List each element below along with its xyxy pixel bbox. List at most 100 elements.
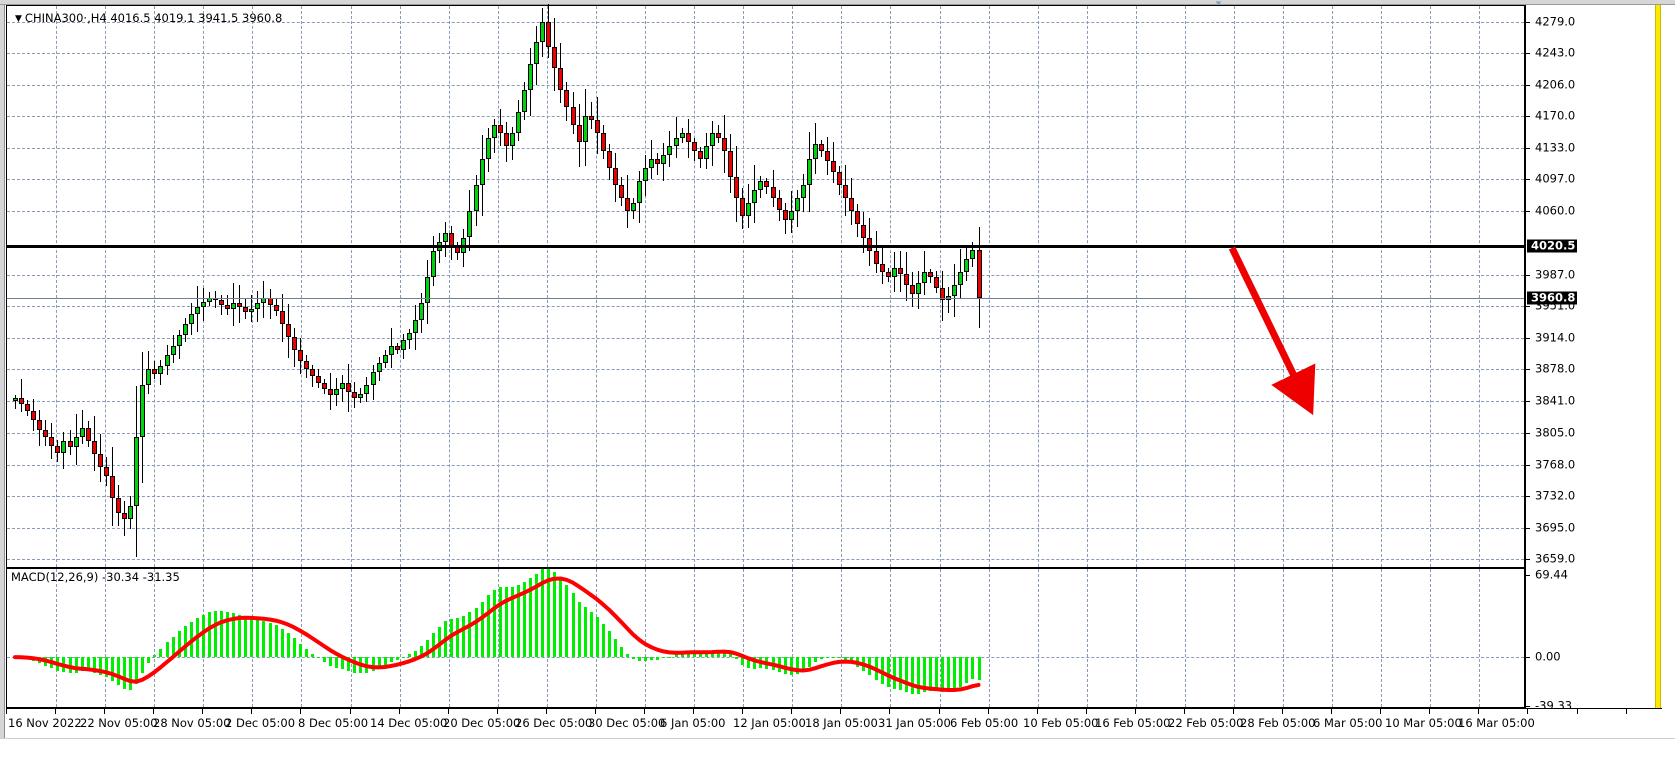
candle-bullish bbox=[480, 159, 485, 186]
price-tick-label: 3987.0 bbox=[1535, 267, 1576, 282]
macd-histogram-bar bbox=[584, 606, 587, 658]
time-tick bbox=[300, 709, 301, 714]
time-tick bbox=[889, 709, 890, 714]
candle-bearish bbox=[728, 150, 733, 177]
candle-bullish bbox=[643, 168, 648, 182]
time-tick bbox=[1626, 709, 1627, 714]
price-tick-label: 3841.0 bbox=[1535, 393, 1576, 408]
macd-histogram-bar bbox=[87, 657, 90, 672]
candle-bearish bbox=[152, 369, 157, 375]
scale-tick bbox=[1526, 369, 1530, 371]
time-axis[interactable]: 16 Nov 2022 22 Nov 05:00 28 Nov 05:00 2 Dec… bbox=[6, 708, 1662, 738]
scale-tick bbox=[1526, 274, 1530, 276]
candle-bearish bbox=[280, 311, 285, 325]
macd-histogram-bar bbox=[802, 657, 805, 672]
gridline-vertical bbox=[940, 569, 941, 707]
candle-bullish bbox=[165, 354, 170, 366]
macd-histogram-bar bbox=[402, 657, 405, 658]
gridline-vertical bbox=[1332, 6, 1333, 567]
macd-histogram-bar bbox=[784, 657, 787, 675]
candle-bearish bbox=[764, 181, 769, 188]
gridline-vertical bbox=[841, 6, 842, 567]
macd-histogram-bar bbox=[668, 656, 671, 658]
candle-bearish bbox=[31, 410, 36, 420]
candle-bullish bbox=[522, 90, 527, 112]
macd-histogram-bar bbox=[602, 624, 605, 658]
macd-histogram-bar bbox=[226, 612, 229, 658]
resistance-level-line[interactable] bbox=[7, 244, 1524, 248]
macd-histogram-bar bbox=[311, 653, 314, 658]
price-chart-panel[interactable]: ▼ CHINA300·,H4 4016.5 4019.1 3941.5 3960.… bbox=[6, 4, 1525, 568]
gridline-horizontal bbox=[7, 369, 1524, 371]
price-scale[interactable]: 4279.0 4243.0 4206.0 4170.0 4133.0 4097.0 4060… bbox=[1525, 5, 1655, 568]
macd-histogram-bar bbox=[517, 584, 520, 658]
candle-bearish bbox=[292, 337, 297, 351]
macd-histogram-bar bbox=[911, 657, 914, 694]
gridline-vertical bbox=[498, 569, 499, 707]
gridline-vertical bbox=[498, 6, 499, 567]
macd-histogram-bar bbox=[462, 616, 465, 658]
price-tick-label: 3695.0 bbox=[1535, 520, 1576, 535]
candle-bearish bbox=[625, 198, 630, 212]
candle-bearish bbox=[595, 120, 600, 134]
macd-histogram-bar bbox=[826, 656, 829, 658]
gridline-vertical bbox=[351, 569, 352, 707]
macd-histogram-bar bbox=[608, 631, 611, 658]
macd-histogram-bar bbox=[123, 657, 126, 689]
gridline-vertical bbox=[940, 6, 941, 567]
time-tick bbox=[202, 709, 203, 714]
triangle-down-icon[interactable]: ▼ bbox=[15, 14, 22, 24]
gridline-vertical bbox=[743, 569, 744, 707]
candle-bullish bbox=[140, 384, 145, 437]
scale-tick bbox=[1526, 179, 1530, 181]
macd-histogram-bar bbox=[844, 657, 847, 661]
macd-histogram-bar bbox=[693, 651, 696, 658]
time-axis-label: 2 Dec 05:00 bbox=[225, 716, 296, 730]
candle-bullish bbox=[364, 384, 369, 394]
gridline-vertical bbox=[645, 6, 646, 567]
gridline-vertical bbox=[694, 569, 695, 707]
macd-histogram-bar bbox=[511, 586, 514, 658]
macd-histogram-bar bbox=[256, 619, 259, 658]
candle-bullish bbox=[486, 137, 491, 160]
candle-bearish bbox=[310, 369, 315, 377]
macd-histogram-bar bbox=[572, 593, 575, 658]
macd-histogram-bar bbox=[269, 622, 272, 658]
macd-histogram-bar bbox=[632, 657, 635, 660]
gridline-vertical bbox=[1430, 6, 1431, 567]
candle-bullish bbox=[425, 276, 430, 303]
time-axis-label: 10 Feb 05:00 bbox=[1023, 716, 1099, 730]
macd-histogram-bar bbox=[929, 657, 932, 692]
time-tick bbox=[939, 709, 940, 714]
macd-histogram-bar bbox=[378, 657, 381, 669]
time-tick bbox=[595, 709, 596, 714]
candle-bearish bbox=[904, 273, 909, 286]
candle-bearish bbox=[734, 176, 739, 199]
macd-histogram-bar bbox=[172, 636, 175, 658]
time-tick bbox=[840, 709, 841, 714]
macd-indicator-panel[interactable]: MACD(12,26,9) -30.34 -31.35 bbox=[6, 568, 1525, 708]
candle-bullish bbox=[807, 159, 812, 186]
macd-histogram-bar bbox=[487, 595, 490, 658]
time-axis-label: 14 Dec 05:00 bbox=[370, 716, 448, 730]
candle-bullish bbox=[710, 133, 715, 147]
candle-bullish bbox=[377, 363, 382, 372]
macd-histogram-bar bbox=[959, 657, 962, 687]
time-tick bbox=[742, 709, 743, 714]
candle-bearish bbox=[552, 46, 557, 69]
candle-bullish bbox=[958, 272, 963, 286]
candle-bullish bbox=[358, 393, 363, 398]
time-tick bbox=[1184, 709, 1185, 714]
candle-bullish bbox=[383, 354, 388, 364]
candle-wick bbox=[251, 294, 252, 323]
candle-bullish bbox=[892, 267, 897, 277]
candle-bearish bbox=[861, 224, 866, 238]
candle-bearish bbox=[740, 198, 745, 216]
macd-histogram-bar bbox=[390, 657, 393, 663]
macd-histogram-bar bbox=[638, 657, 641, 661]
gridline-vertical bbox=[890, 6, 891, 567]
gridline-vertical bbox=[1038, 569, 1039, 707]
chevron-down-icon[interactable]: ▾ bbox=[1212, 0, 1225, 9]
scale-tick bbox=[1526, 338, 1530, 340]
price-tick-label: 4206.0 bbox=[1535, 77, 1576, 92]
